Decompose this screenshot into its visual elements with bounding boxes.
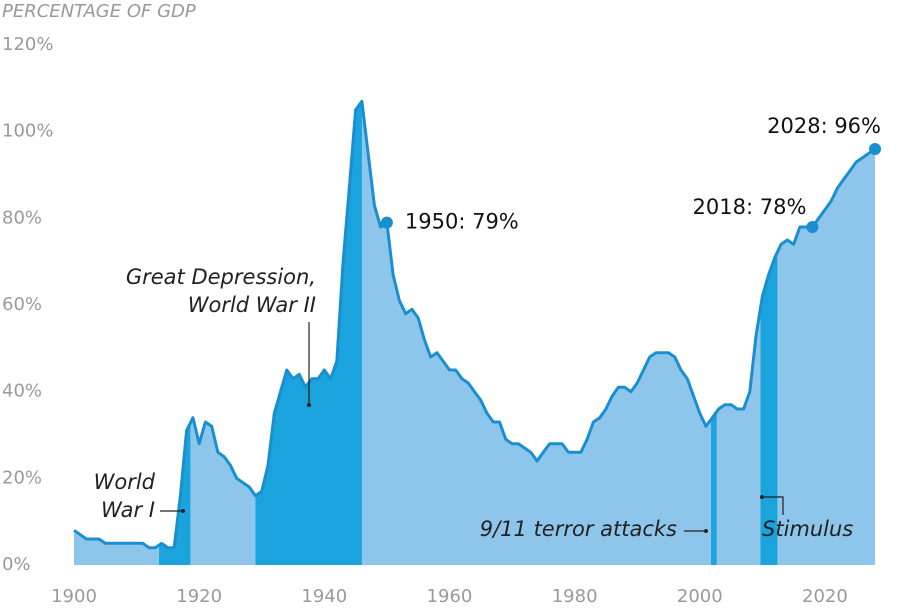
x-tick-label: 2020: [802, 586, 848, 607]
pointer-dot: [307, 403, 311, 407]
pointer-dot: [704, 529, 708, 533]
y-tick-label: 40%: [2, 381, 42, 402]
y-tick-label: 20%: [2, 467, 42, 488]
y-tick-label: 80%: [2, 207, 42, 228]
point-marker: [869, 143, 881, 155]
pointer-dot: [181, 509, 185, 513]
annotation-layer: World War I Great Depression, World War II 9…: [94, 114, 881, 541]
highlight-label: 9/11 terror attacks: [480, 517, 677, 541]
x-tick-label: 1900: [51, 586, 97, 607]
area-layer: [73, 99, 876, 566]
point-marker: [380, 216, 393, 229]
x-tick-label: 1960: [427, 586, 473, 607]
pointer-dot: [760, 495, 764, 499]
y-tick-label: 100%: [2, 121, 53, 142]
highlight-band: [760, 252, 778, 565]
highlight-label: Great Depression,: [126, 265, 316, 289]
area: [74, 101, 875, 566]
x-tick-label: 1920: [176, 586, 222, 607]
x-tick-label: 1980: [552, 586, 598, 607]
point-label: 2028: 96%: [767, 114, 881, 138]
highlight-band: [255, 101, 362, 565]
x-tick-label: 1940: [301, 586, 347, 607]
x-tick-label: 2000: [677, 586, 723, 607]
y-tick-label: 60%: [2, 294, 42, 315]
y-axis-title: PERCENTAGE OF GDP: [2, 1, 196, 22]
highlight-band: [711, 411, 717, 565]
highlight-label: World: [94, 470, 156, 494]
highlight-label: War I: [101, 498, 155, 522]
point-label: 1950: 79%: [405, 210, 519, 234]
y-tick-label: 0%: [2, 554, 31, 575]
y-tick-label: 120%: [2, 34, 53, 55]
line: [73, 99, 876, 550]
point-marker: [806, 221, 819, 233]
point-label: 2018: 78%: [693, 195, 807, 219]
highlight-band: [159, 422, 191, 565]
highlight-label: World War II: [188, 293, 316, 317]
highlight-label: Stimulus: [762, 517, 853, 541]
pointer: [762, 496, 784, 515]
